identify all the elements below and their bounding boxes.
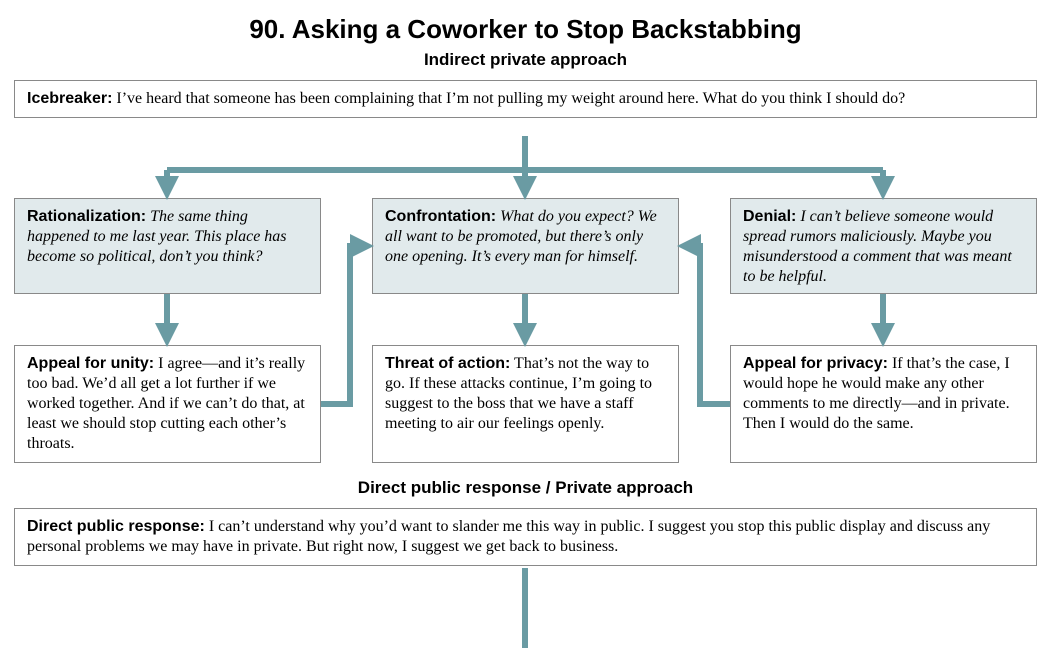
label-rationalization: Rationalization: (27, 208, 146, 225)
label-unity: Appeal for unity: (27, 355, 154, 372)
page-title: 90. Asking a Coworker to Stop Backstabbi… (0, 14, 1051, 45)
label-confrontation: Confrontation: (385, 208, 496, 225)
box-rationalization: Rationalization: The same thing happened… (14, 198, 321, 294)
box-direct-response: Direct public response: I can’t understa… (14, 508, 1037, 566)
label-threat: Threat of action: (385, 355, 510, 372)
flowchart-container: 90. Asking a Coworker to Stop Backstabbi… (0, 0, 1051, 648)
box-confrontation: Confrontation: What do you expect? We al… (372, 198, 679, 294)
label-direct: Direct public response: (27, 518, 205, 535)
box-icebreaker: Icebreaker: I’ve heard that someone has … (14, 80, 1037, 118)
text-icebreaker: I’ve heard that someone has been complai… (112, 90, 905, 107)
subtitle-direct: Direct public response / Private approac… (0, 478, 1051, 498)
box-appeal-privacy: Appeal for privacy: If that’s the case, … (730, 345, 1037, 463)
label-icebreaker: Icebreaker: (27, 90, 112, 107)
label-denial: Denial: (743, 208, 796, 225)
box-denial: Denial: I can’t believe someone would sp… (730, 198, 1037, 294)
box-appeal-unity: Appeal for unity: I agree—and it’s reall… (14, 345, 321, 463)
label-privacy: Appeal for privacy: (743, 355, 888, 372)
subtitle-indirect: Indirect private approach (0, 50, 1051, 70)
box-threat-action: Threat of action: That’s not the way to … (372, 345, 679, 463)
